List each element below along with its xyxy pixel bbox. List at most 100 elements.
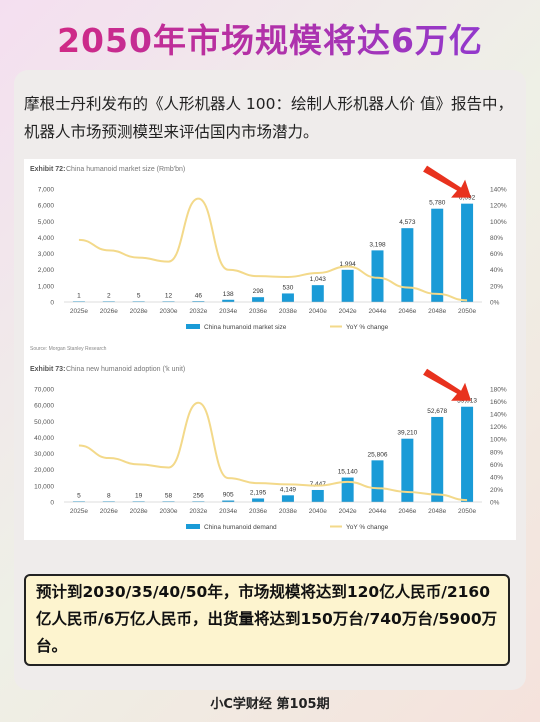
y2-tick-label: 100% xyxy=(490,437,507,444)
y2-tick-label: 20% xyxy=(490,487,503,494)
bar xyxy=(281,293,294,302)
bar xyxy=(431,416,444,502)
data-label: 4,573 xyxy=(399,219,416,226)
y-tick-label: 6,000 xyxy=(38,203,55,210)
x-tick-label: 2034e xyxy=(219,508,237,515)
x-tick-label: 2040e xyxy=(309,508,327,515)
bar xyxy=(341,269,354,302)
bar xyxy=(371,460,384,502)
x-tick-label: 2032e xyxy=(189,508,207,515)
red-arrow-icon xyxy=(423,165,472,198)
y-tick-label: 4,000 xyxy=(38,235,55,242)
x-tick-label: 2050e xyxy=(458,308,476,315)
y2-tick-label: 0% xyxy=(490,300,500,307)
adoption-chart: Exhibit 73: China new humanoid adoption (… xyxy=(30,366,507,531)
x-tick-label: 2046e xyxy=(398,308,416,315)
y2-tick-label: 180% xyxy=(490,387,507,394)
legend-bar-label: China humanoid demand xyxy=(204,524,277,531)
bar xyxy=(401,228,414,302)
data-label: 5 xyxy=(77,492,81,499)
x-tick-label: 2046e xyxy=(398,508,416,515)
data-label: 5 xyxy=(137,292,141,299)
data-label: 256 xyxy=(193,492,204,499)
y2-tick-label: 100% xyxy=(490,219,507,226)
y-tick-label: 7,000 xyxy=(38,187,55,194)
legend-bar-label: China humanoid market size xyxy=(204,324,287,331)
x-tick-label: 2025e xyxy=(70,508,88,515)
bar xyxy=(461,203,474,302)
red-arrow-icon xyxy=(423,368,472,401)
data-label: 298 xyxy=(253,288,264,295)
page-title: 2050年市场规模将达6万亿 xyxy=(0,14,540,62)
chart-title: China humanoid market size (Rmb'bn) xyxy=(66,166,185,173)
legend-bar-swatch xyxy=(186,524,200,529)
chart-title: China new humanoid adoption ('k unit) xyxy=(66,366,185,373)
bar xyxy=(341,477,354,502)
data-label: 905 xyxy=(223,492,234,499)
y-tick-label: 1,000 xyxy=(38,283,55,290)
data-label: 25,806 xyxy=(368,451,388,458)
y-tick-label: 5,000 xyxy=(38,219,55,226)
data-label: 2 xyxy=(107,292,111,299)
exhibit-label: Exhibit 72: xyxy=(30,166,65,173)
data-label: 8 xyxy=(107,492,111,499)
data-label: 59,013 xyxy=(457,398,477,405)
bar xyxy=(281,495,294,502)
data-label: 5,780 xyxy=(429,200,446,207)
y-tick-label: 40,000 xyxy=(34,435,54,442)
y2-tick-label: 0% xyxy=(490,500,500,507)
y-tick-label: 2,000 xyxy=(38,267,55,274)
bar xyxy=(192,301,205,302)
bar xyxy=(222,299,235,302)
legend-bar-swatch xyxy=(186,324,200,329)
market-size-chart: Exhibit 72: China humanoid market size (R… xyxy=(30,165,507,331)
data-label: 39,210 xyxy=(397,430,417,437)
x-tick-label: 2026e xyxy=(100,308,118,315)
y2-tick-label: 120% xyxy=(490,203,507,210)
y2-tick-label: 120% xyxy=(490,424,507,431)
x-tick-label: 2028e xyxy=(130,308,148,315)
y2-tick-label: 80% xyxy=(490,449,503,456)
summary-box: 预计到2030/35/40/50年，市场规模将达到120亿人民币/2160亿人民… xyxy=(24,574,510,666)
y-tick-label: 10,000 xyxy=(34,483,54,490)
chart-source: Source: Morgan Stanley Research xyxy=(30,346,107,352)
y2-tick-label: 60% xyxy=(490,251,503,258)
exhibit-label: Exhibit 73: xyxy=(30,366,65,373)
intro-text: 摩根士丹利发布的《人形机器人 100：绘制人形机器人价 值》报告中，机器人市场预… xyxy=(24,95,513,141)
x-tick-label: 2030e xyxy=(159,508,177,515)
y2-tick-label: 40% xyxy=(490,267,503,274)
y2-tick-label: 80% xyxy=(490,235,503,242)
x-tick-label: 2034e xyxy=(219,308,237,315)
data-label: 530 xyxy=(282,284,293,291)
bar xyxy=(371,250,384,302)
x-tick-label: 2028e xyxy=(130,508,148,515)
bar xyxy=(222,500,235,502)
data-label: 12 xyxy=(165,292,173,299)
bar xyxy=(401,438,414,502)
y-tick-label: 50,000 xyxy=(34,419,54,426)
x-tick-label: 2044e xyxy=(368,308,386,315)
x-tick-label: 2042e xyxy=(339,308,357,315)
legend-line-label: YoY % change xyxy=(346,524,389,531)
yoy-line xyxy=(78,197,468,302)
data-label: 1 xyxy=(77,292,81,299)
y-tick-label: 0 xyxy=(50,300,54,307)
bar xyxy=(252,297,265,302)
x-tick-label: 2048e xyxy=(428,508,446,515)
x-tick-label: 2032e xyxy=(189,308,207,315)
y2-tick-label: 60% xyxy=(490,462,503,469)
y2-tick-label: 40% xyxy=(490,474,503,481)
y-tick-label: 30,000 xyxy=(34,451,54,458)
y2-tick-label: 160% xyxy=(490,399,507,406)
y-tick-label: 60,000 xyxy=(34,403,54,410)
data-label: 4,149 xyxy=(280,486,297,493)
y-tick-label: 70,000 xyxy=(34,387,54,394)
data-label: 6,092 xyxy=(459,195,476,202)
x-tick-label: 2040e xyxy=(309,308,327,315)
x-tick-label: 2038e xyxy=(279,508,297,515)
y2-tick-label: 140% xyxy=(490,187,507,194)
x-tick-label: 2044e xyxy=(368,508,386,515)
y-tick-label: 3,000 xyxy=(38,251,55,258)
x-tick-label: 2038e xyxy=(279,308,297,315)
data-label: 138 xyxy=(223,291,234,298)
